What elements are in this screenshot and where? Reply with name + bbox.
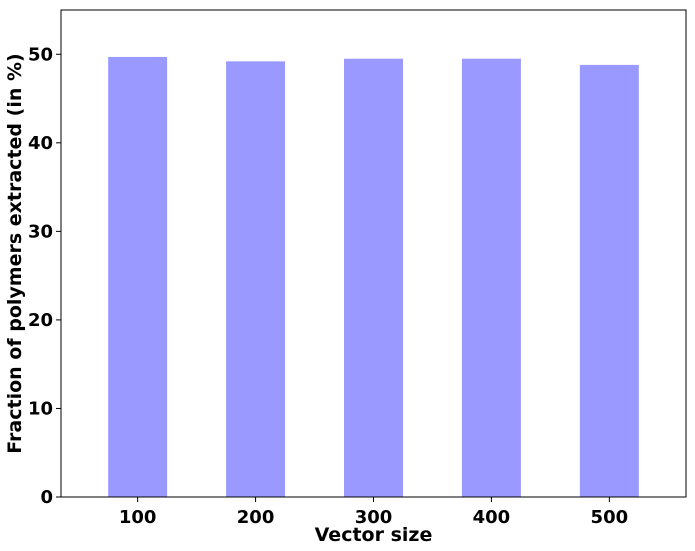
y-tick-label: 20 (28, 310, 53, 331)
x-axis-label: Vector size (315, 524, 433, 546)
x-axis-ticks: 100 200 300 400 500 (119, 497, 628, 528)
y-tick-label: 10 (28, 398, 53, 419)
x-tick-label: 300 (355, 507, 393, 528)
y-tick-label: 40 (28, 133, 53, 154)
bar-300 (344, 58, 403, 497)
x-tick-label: 100 (119, 507, 157, 528)
bars-group (108, 56, 639, 498)
x-tick-label: 500 (591, 507, 629, 528)
y-axis-ticks: 0 10 20 30 40 50 (28, 44, 61, 508)
y-axis-label: Fraction of polymers extracted (in %) (4, 53, 26, 453)
bar-100 (108, 56, 168, 498)
x-tick-label: 400 (473, 507, 511, 528)
bar-200 (226, 61, 286, 498)
x-tick-label: 200 (237, 507, 275, 528)
bar-400 (461, 58, 521, 497)
y-tick-label: 30 (28, 221, 53, 242)
y-tick-label: 50 (28, 44, 53, 65)
bar-500 (579, 64, 639, 497)
y-tick-label: 0 (40, 487, 53, 508)
